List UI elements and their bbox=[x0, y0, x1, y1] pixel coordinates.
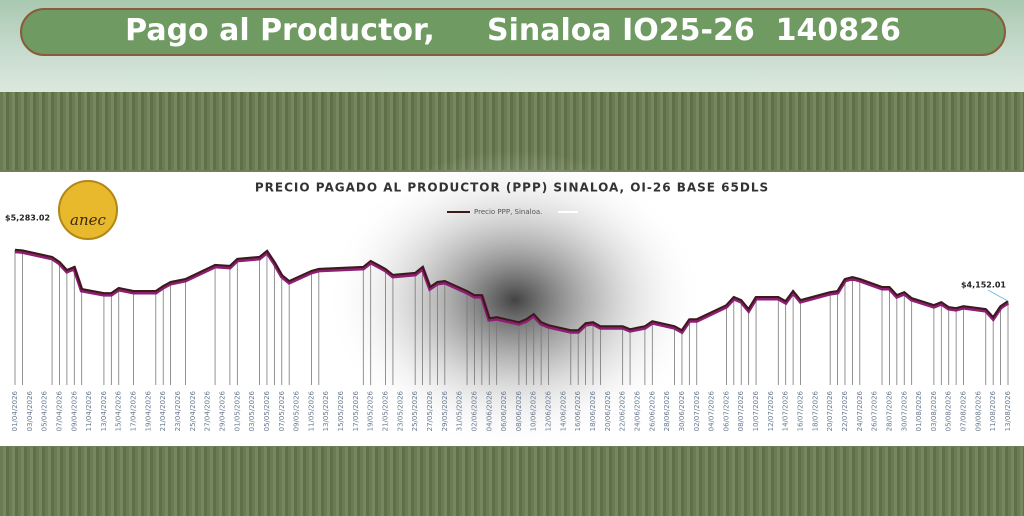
x-tick-label: 17/05/2026 bbox=[352, 390, 360, 431]
x-tick-label: 18/07/2026 bbox=[811, 390, 819, 431]
x-tick-label: 16/07/2026 bbox=[797, 390, 805, 431]
x-tick-label: 07/08/2026 bbox=[960, 390, 968, 431]
x-tick-label: 03/04/2026 bbox=[26, 390, 34, 431]
x-tick-label: 10/07/2026 bbox=[752, 390, 760, 431]
x-tick-label: 04/06/2026 bbox=[485, 390, 493, 431]
texture bbox=[0, 447, 1024, 516]
logo-circle bbox=[58, 180, 118, 240]
x-tick-label: 09/05/2026 bbox=[293, 390, 301, 431]
x-tick-label: 12/06/2026 bbox=[545, 390, 553, 431]
x-tick-label: 24/06/2026 bbox=[633, 390, 641, 431]
x-tick-label: 29/04/2026 bbox=[218, 390, 226, 431]
x-tick-label: 20/06/2026 bbox=[604, 390, 612, 431]
x-tick-label: 08/07/2026 bbox=[737, 390, 745, 431]
x-tick-label: 26/06/2026 bbox=[648, 390, 656, 431]
x-tick-label: 01/05/2026 bbox=[233, 390, 241, 431]
x-tick-label: 30/06/2026 bbox=[678, 390, 686, 431]
x-tick-label: 07/05/2026 bbox=[278, 390, 286, 431]
x-tick-label: 03/05/2026 bbox=[248, 390, 256, 431]
x-tick-label: 26/07/2026 bbox=[871, 390, 879, 431]
x-tick-label: 15/05/2026 bbox=[337, 390, 345, 431]
x-tick-label: 16/06/2026 bbox=[574, 390, 582, 431]
x-tick-label: 23/04/2026 bbox=[174, 390, 182, 431]
x-tick-label: 28/07/2026 bbox=[885, 390, 893, 431]
x-tick-label: 05/08/2026 bbox=[945, 390, 953, 431]
x-tick-label: 01/08/2026 bbox=[915, 390, 923, 431]
x-tick-label: 01/04/2026 bbox=[11, 390, 19, 431]
x-tick-label: 31/05/2026 bbox=[456, 390, 464, 431]
x-tick-label: 13/08/2026 bbox=[1004, 390, 1012, 431]
x-tick-label: 09/04/2026 bbox=[70, 390, 78, 431]
x-tick-label: 27/05/2026 bbox=[426, 390, 434, 431]
x-tick-label: 06/07/2026 bbox=[722, 390, 730, 431]
x-tick-label: 18/06/2026 bbox=[589, 390, 597, 431]
x-tick-label: 07/04/2026 bbox=[55, 390, 63, 431]
x-tick-label: 08/06/2026 bbox=[515, 390, 523, 431]
x-tick-label: 17/04/2026 bbox=[130, 390, 138, 431]
data-label: $4,152.01 bbox=[961, 281, 1006, 290]
header-bg: Pago al Productor, Sinaloa IO25-26 14082… bbox=[0, 0, 1024, 92]
x-tick-label: 11/08/2026 bbox=[989, 390, 997, 431]
x-tick-label: 24/07/2026 bbox=[856, 390, 864, 431]
x-tick-label: 11/05/2026 bbox=[307, 390, 315, 431]
x-tick-label: 28/06/2026 bbox=[663, 390, 671, 431]
x-tick-label: 30/07/2026 bbox=[900, 390, 908, 431]
x-tick-label: 10/06/2026 bbox=[530, 390, 538, 431]
chart-title: PRECIO PAGADO AL PRODUCTOR (PPP) SINALOA… bbox=[255, 181, 769, 195]
vignette bbox=[325, 150, 705, 450]
data-label: $5,283.02 bbox=[5, 213, 50, 222]
x-tick-label: 23/05/2026 bbox=[396, 390, 404, 431]
x-tick-label: 21/04/2026 bbox=[159, 390, 167, 431]
x-tick-label: 25/05/2026 bbox=[411, 390, 419, 431]
x-tick-label: 06/06/2026 bbox=[500, 390, 508, 431]
x-tick-label: 22/06/2026 bbox=[619, 390, 627, 431]
x-tick-label: 11/04/2026 bbox=[85, 390, 93, 431]
x-tick-label: 03/08/2026 bbox=[930, 390, 938, 431]
label-leader bbox=[987, 289, 1009, 302]
x-tick-label: 12/07/2026 bbox=[767, 390, 775, 431]
x-tick-label: 14/06/2026 bbox=[559, 390, 567, 431]
x-tick-label: 14/07/2026 bbox=[782, 390, 790, 431]
x-tick-label: 25/04/2026 bbox=[189, 390, 197, 431]
x-tick-label: 13/04/2026 bbox=[100, 390, 108, 431]
x-tick-label: 19/04/2026 bbox=[144, 390, 152, 431]
x-tick-label: 27/04/2026 bbox=[204, 390, 212, 431]
x-tick-label: 22/07/2026 bbox=[841, 390, 849, 431]
x-tick-label: 04/07/2026 bbox=[708, 390, 716, 431]
x-tick-label: 20/07/2026 bbox=[826, 390, 834, 431]
x-tick-label: 21/05/2026 bbox=[382, 390, 390, 431]
x-tick-label: 02/06/2026 bbox=[470, 390, 478, 431]
logo-text: anec bbox=[70, 211, 106, 229]
line-shadow bbox=[14, 249, 1010, 335]
logo: anec bbox=[58, 180, 118, 240]
x-tick-label: 05/04/2026 bbox=[41, 390, 49, 431]
x-tick-label: 15/04/2026 bbox=[115, 390, 123, 431]
x-tick-label: 19/05/2026 bbox=[367, 390, 375, 431]
legend-label: Precio PPP, Sinaloa. bbox=[474, 208, 542, 216]
x-tick-label: 09/08/2026 bbox=[974, 390, 982, 431]
x-tick-label: 02/07/2026 bbox=[693, 390, 701, 431]
x-tick-label: 29/05/2026 bbox=[441, 390, 449, 431]
x-tick-label: 13/05/2026 bbox=[322, 390, 330, 431]
x-tick-label: 05/05/2026 bbox=[263, 390, 271, 431]
banner-title: Pago al Productor, Sinaloa IO25-26 14082… bbox=[20, 8, 1006, 56]
line bbox=[14, 248, 1009, 332]
